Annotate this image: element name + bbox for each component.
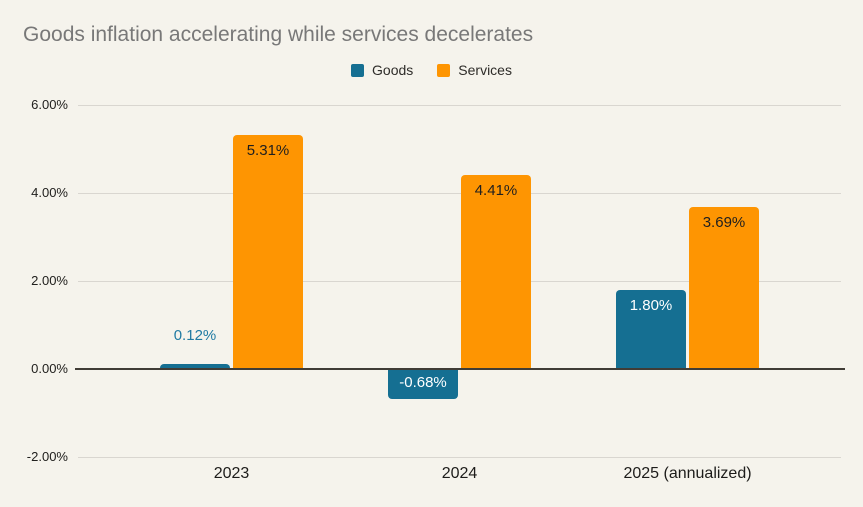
bar-services-2025 [689, 206, 759, 369]
gridline [78, 280, 841, 282]
y-axis-tick-label: 2.00% [31, 273, 68, 288]
x-axis-label: 2024 [441, 465, 478, 482]
x-axis-label: 2025 (annualized) [623, 465, 752, 482]
y-axis-tick-label: 0.00% [31, 361, 68, 376]
bar-value-label: 3.69% [702, 213, 746, 231]
bar-value-label: 1.80% [629, 296, 673, 314]
bar-goods-2023 [160, 363, 230, 369]
y-axis-tick-label: 4.00% [31, 185, 68, 200]
services-swatch-icon [437, 63, 451, 77]
legend-label-goods: Goods [372, 62, 414, 78]
bar-services-2024 [461, 174, 531, 369]
bar-goods-2025 [616, 289, 686, 369]
zero-axis-line [75, 368, 845, 370]
goods-swatch-icon [351, 63, 365, 77]
bar-goods-2024 [388, 369, 458, 399]
legend-item-services: Services [437, 62, 512, 78]
y-axis-tick-label: 6.00% [31, 97, 68, 112]
gridline [78, 456, 841, 458]
bar-services-2023 [233, 135, 303, 369]
bar-value-label: 4.41% [474, 181, 518, 199]
bar-value-label: 0.12% [173, 326, 217, 344]
chart-title: Goods inflation accelerating while servi… [23, 23, 534, 46]
chart-legend: Goods Services [0, 62, 863, 78]
gridline [78, 104, 841, 106]
y-axis-tick-label: -2.00% [26, 449, 68, 464]
x-axis-label: 2023 [213, 465, 250, 482]
gridline [78, 192, 841, 194]
bar-value-label: -0.68% [399, 373, 447, 391]
legend-item-goods: Goods [351, 62, 413, 78]
legend-label-services: Services [458, 62, 512, 78]
bar-value-label: 5.31% [246, 142, 290, 160]
